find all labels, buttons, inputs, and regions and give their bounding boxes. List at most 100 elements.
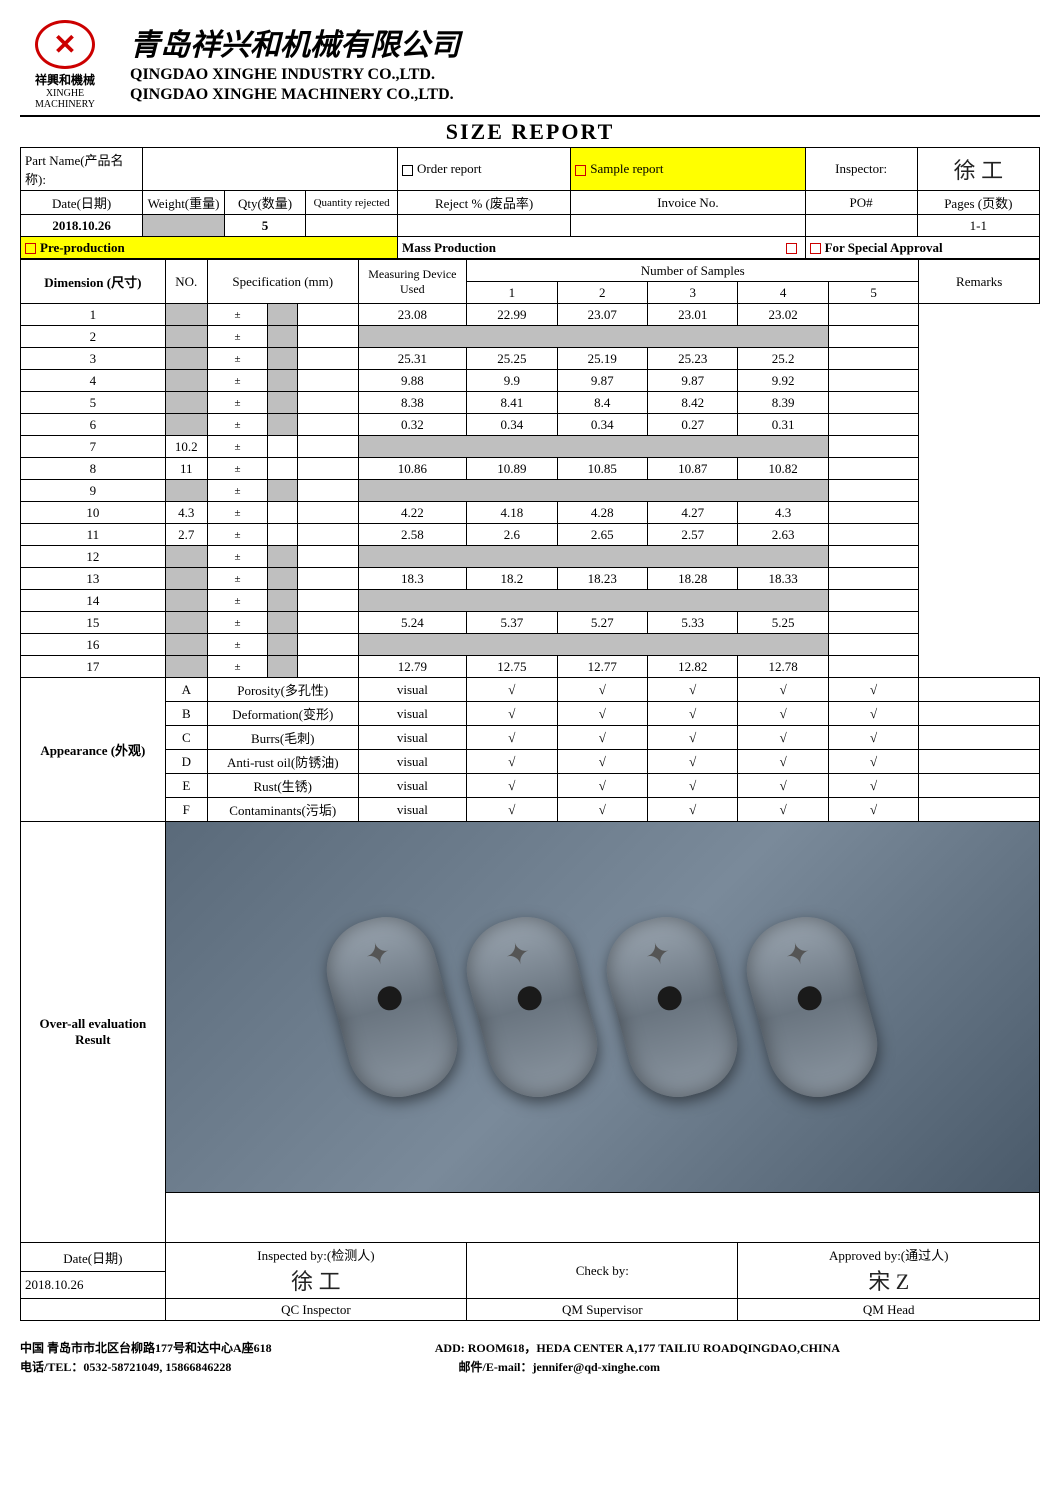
page-footer: 中国 青岛市市北区台柳路177号和达中心A座618 ADD: ROOM618，H… — [20, 1339, 1040, 1375]
dimension-row: 12 ± — [21, 546, 1040, 568]
dimension-row: 1 ± 23.0822.9923.0723.0123.02 — [21, 304, 1040, 326]
sample-value: 9.9 — [467, 370, 557, 392]
col-spec: Specification (mm) — [207, 260, 358, 304]
preproduction-checkbox[interactable] — [25, 243, 36, 254]
remarks — [828, 458, 918, 480]
sample-2: 2 — [557, 282, 647, 304]
remarks — [828, 634, 918, 656]
sample-value: 10.85 — [557, 458, 647, 480]
spec-nominal — [165, 348, 207, 370]
sample-value: 2.6 — [467, 524, 557, 546]
dimension-row: 4 ± 9.889.99.879.879.92 — [21, 370, 1040, 392]
row-no: 12 — [21, 546, 166, 568]
device-used — [298, 502, 358, 524]
evaluation-result — [165, 1193, 1039, 1243]
sample-value: 18.28 — [648, 568, 738, 590]
appearance-row: F Contaminants(污垢) visual √√√√√ — [21, 798, 1040, 822]
sample-value: 10.87 — [648, 458, 738, 480]
remarks — [828, 392, 918, 414]
spec-tolerance — [268, 502, 298, 524]
spec-tolerance — [268, 480, 298, 502]
remarks — [828, 304, 918, 326]
dimension-row: 5 ± 8.388.418.48.428.39 — [21, 392, 1040, 414]
sample-value: 12.78 — [738, 656, 828, 678]
spec-tolerance — [268, 326, 298, 348]
remarks — [828, 414, 918, 436]
spec-tolerance — [268, 612, 298, 634]
sample-value: 9.92 — [738, 370, 828, 392]
sample-report-cell: Sample report — [571, 148, 805, 191]
appearance-row: B Deformation(变形) visual √√√√√ — [21, 702, 1040, 726]
row-no: D — [165, 750, 207, 774]
dimension-row: 11 2.7 ± 2.582.62.652.572.63 — [21, 524, 1040, 546]
sample-value: 8.38 — [358, 392, 467, 414]
sample-value: 9.87 — [648, 370, 738, 392]
spec-tolerance — [268, 370, 298, 392]
appearance-item: Contaminants(污垢) — [207, 798, 358, 822]
device-used — [298, 634, 358, 656]
footer-addr-en: ADD: ROOM618，HEDA CENTER A,177 TAILIU RO… — [435, 1339, 840, 1356]
dimension-row: 8 11 ± 10.8610.8910.8510.8710.82 — [21, 458, 1040, 480]
spec-tolerance-symbol: ± — [207, 326, 267, 348]
sample-value: 4.3 — [738, 502, 828, 524]
spec-tolerance — [268, 524, 298, 546]
spec-nominal — [165, 304, 207, 326]
appearance-item: Deformation(变形) — [207, 702, 358, 726]
sample-value: 10.89 — [467, 458, 557, 480]
sample-value: 25.25 — [467, 348, 557, 370]
check-value: √ — [557, 750, 647, 774]
special-checkbox[interactable] — [810, 243, 821, 254]
dimension-row: 14 ± — [21, 590, 1040, 612]
check-value: √ — [648, 726, 738, 750]
blank-samples — [358, 546, 828, 568]
logo-text: 祥興和機械 XINGHE MACHINERY — [20, 71, 110, 110]
spec-tolerance — [268, 656, 298, 678]
sample-report-checkbox[interactable] — [575, 165, 586, 176]
spec-nominal — [165, 590, 207, 612]
sample-value: 5.25 — [738, 612, 828, 634]
approved-signature: 宋 Z — [868, 1269, 909, 1294]
measurement-table: Dimension (尺寸) NO. Specification (mm) Me… — [20, 259, 1040, 1321]
order-report-checkbox[interactable] — [402, 165, 413, 176]
device-used — [298, 524, 358, 546]
footer-tel: 电话/TEL：0532-58721049, 15866846228 — [20, 1358, 231, 1375]
sample-value: 10.86 — [358, 458, 467, 480]
sample-value: 0.27 — [648, 414, 738, 436]
appearance-row: Appearance (外观) A Porosity(多孔性) visual √… — [21, 678, 1040, 702]
check-value: √ — [828, 750, 918, 774]
spec-nominal — [165, 656, 207, 678]
pages-label: Pages (页数) — [917, 191, 1039, 215]
spec-nominal: 10.2 — [165, 436, 207, 458]
check-value: √ — [467, 702, 557, 726]
invoice-label: Invoice No. — [571, 191, 805, 215]
sign-date-label: Date(日期) — [21, 1243, 166, 1272]
appearance-row: E Rust(生锈) visual √√√√√ — [21, 774, 1040, 798]
sample-value: 12.77 — [557, 656, 647, 678]
invoice-value — [571, 215, 805, 237]
spec-nominal: 4.3 — [165, 502, 207, 524]
sample-value: 25.23 — [648, 348, 738, 370]
row-no: C — [165, 726, 207, 750]
spec-tolerance — [268, 436, 298, 458]
sample-value: 10.82 — [738, 458, 828, 480]
massproduction-checkbox[interactable] — [786, 243, 797, 254]
sample-value: 4.18 — [467, 502, 557, 524]
sample-value: 2.58 — [358, 524, 467, 546]
weight-value — [143, 215, 225, 237]
inspector-label: Inspector: — [805, 148, 917, 191]
spec-nominal — [165, 546, 207, 568]
check-value: √ — [557, 774, 647, 798]
check-by-cell: Check by: — [467, 1243, 738, 1299]
remarks — [828, 656, 918, 678]
po-value — [805, 215, 917, 237]
blank-samples — [358, 634, 828, 656]
reject-pct-label: Reject % (废品率) — [398, 191, 571, 215]
reject-pct-value — [398, 215, 571, 237]
sample-value: 0.34 — [557, 414, 647, 436]
spec-nominal — [165, 568, 207, 590]
part-name-value — [143, 148, 398, 191]
row-no: 3 — [21, 348, 166, 370]
header-info-table: Part Name(产品名称): Order report Sample rep… — [20, 147, 1040, 259]
page-header: 祥興和機械 XINGHE MACHINERY 青岛祥兴和机械有限公司 QINGD… — [20, 20, 1040, 110]
spec-tolerance — [268, 590, 298, 612]
